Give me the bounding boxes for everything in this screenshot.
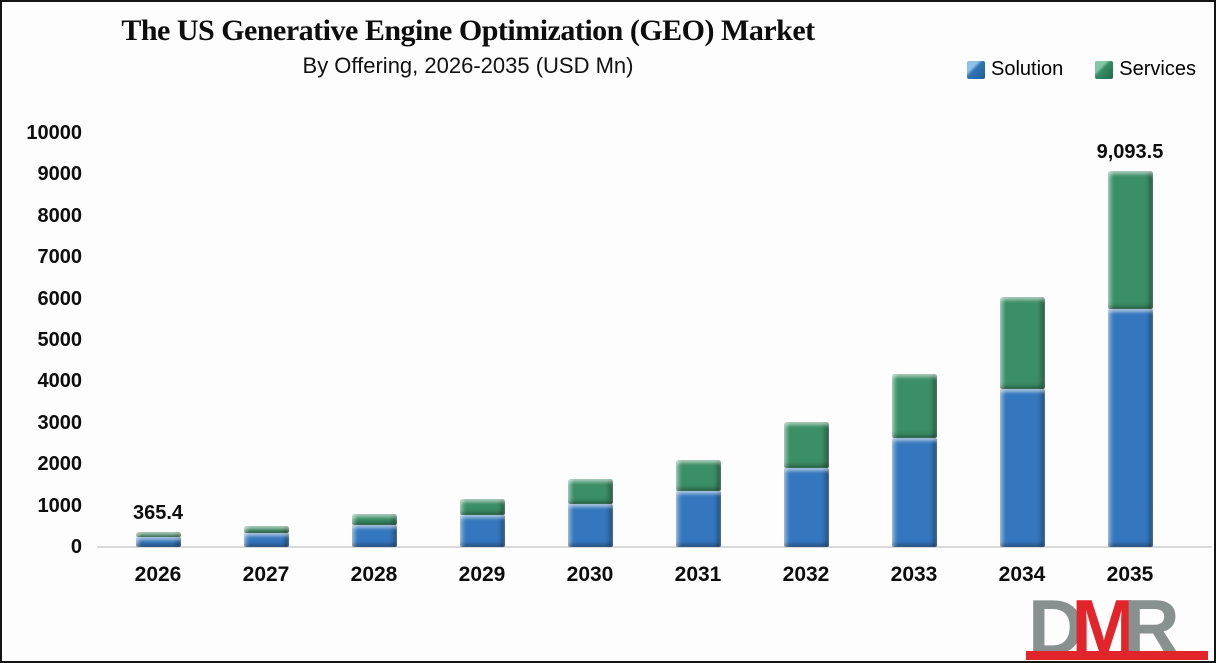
y-tick-label: 10000 xyxy=(26,122,82,144)
x-axis-line xyxy=(97,546,1212,548)
y-tick-label: 0 xyxy=(70,536,82,558)
bar-segment-solution-2032 xyxy=(783,467,829,547)
bar-segment-solution-2029 xyxy=(459,515,505,547)
bar-segment-solution-2034 xyxy=(999,388,1045,547)
y-tick-label: 3000 xyxy=(37,411,83,434)
plot-area: 365.4 9,093.5 xyxy=(92,133,1212,547)
y-tick-label: 4000 xyxy=(37,370,83,393)
dmr-logo-letters: DMR xyxy=(1028,588,1180,661)
bar-segment-services-2033 xyxy=(891,373,937,438)
bar-segment-solution-2027 xyxy=(243,532,289,547)
bar-segment-services-2029 xyxy=(459,498,505,516)
bar-total-label-2035: 9,093.5 xyxy=(1096,140,1164,163)
services-swatch-icon xyxy=(1095,60,1114,79)
x-tick-label-2029: 2029 xyxy=(458,563,506,586)
x-tick-label-2033: 2033 xyxy=(890,563,938,586)
x-tick-label-2027: 2027 xyxy=(242,563,290,586)
y-tick-label: 5000 xyxy=(37,329,83,351)
legend-label-solution: Solution xyxy=(991,58,1064,80)
chart-title: The US Generative Engine Optimization (G… xyxy=(121,14,815,47)
y-tick-label: 8000 xyxy=(37,204,83,227)
bar-segment-services-2028 xyxy=(351,513,397,526)
bar-segment-services-2031 xyxy=(675,459,721,492)
legend-label-services: Services xyxy=(1119,58,1196,80)
bar-segment-solution-2031 xyxy=(675,491,721,547)
legend-item-services: Services xyxy=(1095,58,1196,81)
bar-segment-solution-2026 xyxy=(135,537,181,547)
legend: Solution Services xyxy=(967,58,1196,81)
x-tick-label-2031: 2031 xyxy=(674,563,722,586)
legend-item-solution: Solution xyxy=(967,58,1063,81)
y-tick-label: 9000 xyxy=(37,163,83,186)
x-tick-label-2028: 2028 xyxy=(350,563,398,586)
y-tick-label: 7000 xyxy=(37,246,83,269)
chart-header: The US Generative Engine Optimization (G… xyxy=(16,14,920,79)
x-tick-label-2026: 2026 xyxy=(134,563,182,586)
bar-total-label-2026: 365.4 xyxy=(132,501,184,524)
y-tick-label: 2000 xyxy=(37,453,83,476)
solution-swatch-icon xyxy=(967,60,986,79)
bar-segment-services-2027 xyxy=(243,525,289,533)
x-tick-label-2030: 2030 xyxy=(566,563,614,586)
x-tick-label-2035: 2035 xyxy=(1106,563,1154,586)
bar-segment-solution-2035 xyxy=(1107,308,1153,547)
bar-segment-services-2030 xyxy=(567,478,613,504)
bar-segment-services-2026 xyxy=(135,531,181,538)
y-tick-label: 1000 xyxy=(37,494,83,517)
y-tick-label: 6000 xyxy=(37,287,83,310)
bar-segment-services-2034 xyxy=(999,296,1045,389)
x-tick-label-2032: 2032 xyxy=(782,563,830,586)
chart-subtitle: By Offering, 2026-2035 (USD Mn) xyxy=(302,52,634,78)
x-tick-label-2034: 2034 xyxy=(998,563,1046,586)
bar-segment-solution-2033 xyxy=(891,437,937,547)
bar-segment-services-2032 xyxy=(783,422,829,468)
bar-segment-solution-2030 xyxy=(567,503,613,547)
logo-red-bar xyxy=(1026,651,1208,660)
dmr-logo: DMR xyxy=(1022,588,1208,661)
bar-segment-solution-2028 xyxy=(351,525,397,547)
bar-segment-services-2035 xyxy=(1107,170,1153,309)
